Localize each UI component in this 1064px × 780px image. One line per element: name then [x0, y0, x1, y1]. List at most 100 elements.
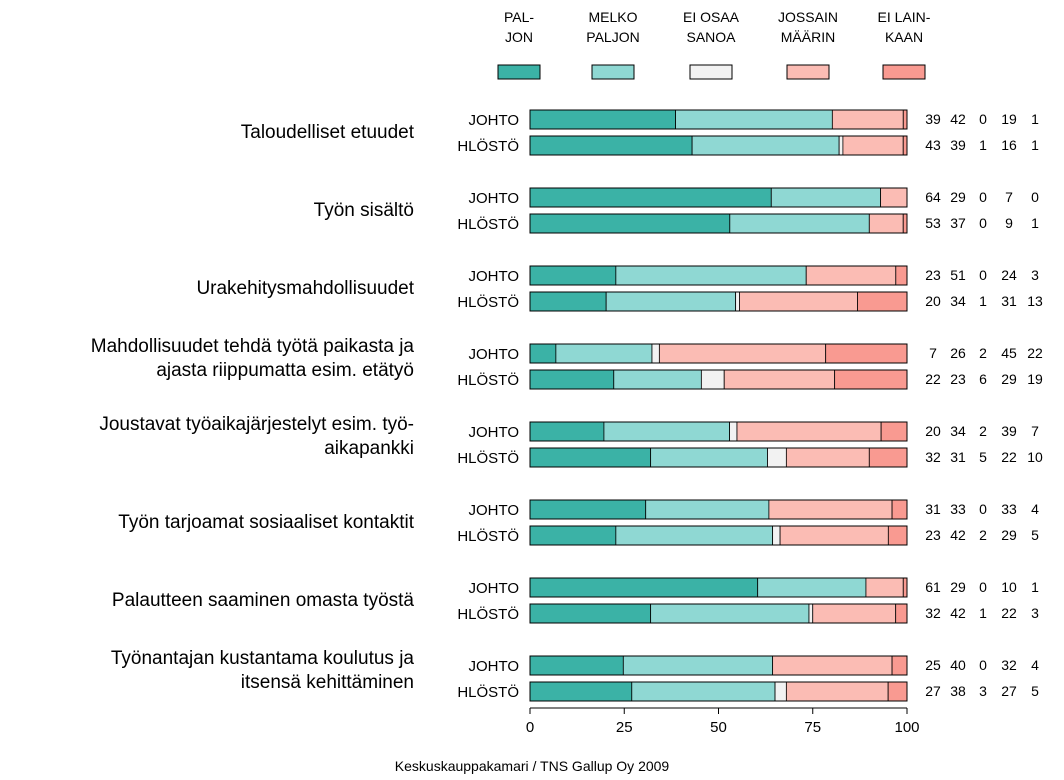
- category-label: Työnantajan kustantama koulutus ja: [111, 648, 415, 669]
- value-label: 39: [950, 137, 966, 153]
- bar-segment: [651, 343, 660, 364]
- bar-segment: [615, 525, 774, 546]
- value-label: 6: [979, 371, 987, 387]
- legend-swatch: [689, 64, 733, 80]
- legend-swatch: [882, 64, 926, 80]
- value-label: 22: [1027, 345, 1043, 361]
- value-label: 31: [1001, 293, 1017, 309]
- bar-segment: [555, 343, 653, 364]
- value-label: 3: [1031, 605, 1039, 621]
- legend-swatch: [591, 64, 635, 80]
- value-label: 64: [925, 189, 941, 205]
- legend-label: EI LAIN-: [878, 9, 931, 25]
- value-label: 10: [1001, 579, 1017, 595]
- bar-outline: [529, 265, 908, 286]
- value-label: 37: [950, 215, 966, 231]
- bar-segment: [808, 603, 814, 624]
- bar-outline: [529, 499, 908, 520]
- value-label: 25: [925, 657, 941, 673]
- bar-segment: [691, 135, 840, 156]
- value-label: 1: [979, 605, 987, 621]
- value-label: 42: [950, 605, 966, 621]
- category-label: Työn sisältö: [314, 200, 414, 221]
- value-label: 32: [1001, 657, 1017, 673]
- value-label: 61: [925, 579, 941, 595]
- bar-segment: [529, 213, 731, 234]
- value-label: 27: [1001, 683, 1017, 699]
- bar-segment: [774, 681, 787, 702]
- value-label: 40: [950, 657, 966, 673]
- bar-segment: [785, 447, 870, 468]
- value-label: 24: [1001, 267, 1017, 283]
- bar-segment: [772, 655, 893, 676]
- group-label: JOHTO: [468, 268, 519, 285]
- category-label: Joustavat työaikajärjestelyt esim. työ-: [99, 414, 414, 435]
- bar-segment: [529, 525, 617, 546]
- legend-label: JON: [505, 29, 533, 45]
- bar-segment: [529, 447, 652, 468]
- value-label: 5: [1031, 683, 1039, 699]
- group-label: HLÖSTÖ: [457, 215, 519, 233]
- bar-segment: [902, 577, 908, 598]
- value-label: 51: [950, 267, 966, 283]
- legend-label: EI OSAA: [683, 9, 740, 25]
- value-label: 34: [950, 423, 966, 439]
- value-label: 31: [950, 449, 966, 465]
- bar-segment: [895, 603, 908, 624]
- bar-segment: [605, 291, 737, 312]
- bar-segment: [529, 135, 693, 156]
- bar-outline: [529, 525, 908, 546]
- bar-segment: [838, 135, 844, 156]
- value-label: 53: [925, 215, 941, 231]
- legend-label: KAAN: [885, 29, 923, 45]
- bar-segment: [529, 655, 624, 676]
- value-label: 22: [1001, 605, 1017, 621]
- x-tick-label: 25: [616, 719, 633, 736]
- group-label: JOHTO: [468, 424, 519, 441]
- value-label: 26: [950, 345, 966, 361]
- group-label: JOHTO: [468, 502, 519, 519]
- bar-outline: [529, 421, 908, 442]
- group-label: HLÖSTÖ: [457, 371, 519, 389]
- bar-outline: [529, 187, 908, 208]
- bar-segment: [902, 213, 908, 234]
- value-label: 29: [1001, 527, 1017, 543]
- value-label: 19: [1001, 111, 1017, 127]
- bar-outline: [529, 213, 908, 234]
- value-label: 42: [950, 111, 966, 127]
- bar-segment: [729, 213, 870, 234]
- value-label: 13: [1027, 293, 1043, 309]
- group-label: HLÖSTÖ: [457, 527, 519, 545]
- bar-outline: [529, 369, 908, 390]
- bar-segment: [658, 343, 827, 364]
- bar-segment: [880, 421, 908, 442]
- value-label: 4: [1031, 657, 1039, 673]
- x-tick-label: 75: [804, 719, 821, 736]
- bar-segment: [700, 369, 725, 390]
- bar-segment: [868, 213, 904, 234]
- x-axis: 0 25 50 75 100: [526, 707, 920, 736]
- value-label: 10: [1027, 449, 1043, 465]
- value-label: 39: [1001, 423, 1017, 439]
- value-label: 22: [925, 371, 941, 387]
- bar-segment: [902, 109, 908, 130]
- legend-label: MELKO: [588, 9, 637, 25]
- value-label: 0: [1031, 189, 1039, 205]
- bar-segment: [529, 369, 615, 390]
- value-label: 33: [950, 501, 966, 517]
- value-label: 38: [950, 683, 966, 699]
- bar-segment: [768, 499, 893, 520]
- bar-segment: [865, 577, 904, 598]
- category-label: Taloudelliset etuudet: [241, 122, 415, 143]
- group-label: HLÖSTÖ: [457, 137, 519, 155]
- bar-segment: [529, 681, 633, 702]
- bar-segment: [834, 369, 908, 390]
- source-note: Keskuskauppakamari / TNS Gallup Oy 2009: [394, 758, 670, 774]
- bar-segment: [735, 291, 740, 312]
- value-label: 32: [925, 605, 941, 621]
- bar-segment: [529, 187, 772, 208]
- value-label: 29: [950, 189, 966, 205]
- value-label: 0: [979, 111, 987, 127]
- value-label: 2: [979, 423, 987, 439]
